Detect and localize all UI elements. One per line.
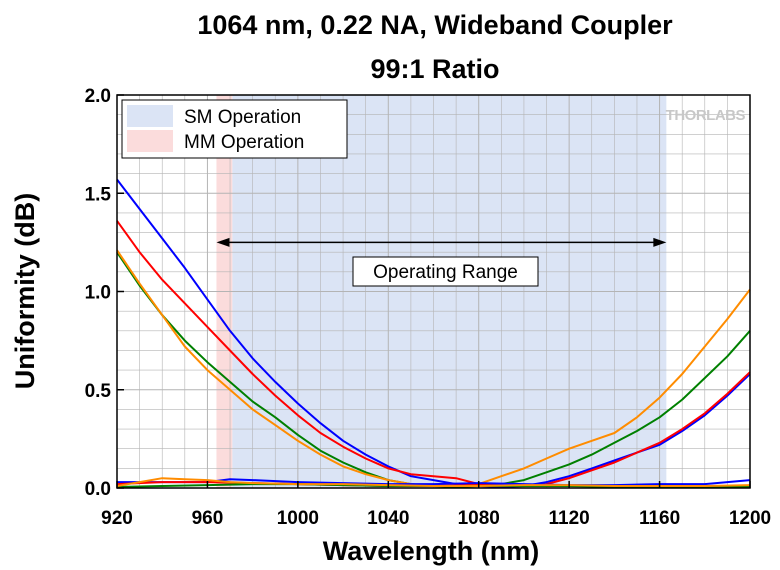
y-tick-label: 0.0 <box>85 479 111 500</box>
series-line-2 <box>116 220 751 487</box>
operating-range-arrowhead-left <box>216 237 230 247</box>
legend-label-2: MM Operation <box>184 132 304 153</box>
chart-title-line1: 1064 nm, 0.22 NA, Wideband Coupler <box>197 10 673 40</box>
y-tick-label: 1.0 <box>85 283 111 304</box>
legend-swatch-2 <box>127 130 173 152</box>
y-tick-label: 0.5 <box>85 381 112 402</box>
operating-range-label: Operating Range <box>373 262 518 283</box>
y-tick-label: 1.5 <box>85 184 112 205</box>
x-tick-label: 1080 <box>458 508 500 529</box>
x-tick-label: 1160 <box>639 508 680 529</box>
plot-area: Operating Range SM Operation MM Operation 9… <box>85 86 772 529</box>
thorlabs-logo: THORLABS <box>666 107 746 124</box>
operating-range-box <box>352 256 539 287</box>
legend-label-1: SM Operation <box>184 107 301 128</box>
y-tick-label: 2.0 <box>85 86 111 107</box>
x-tick-label: 960 <box>192 508 224 529</box>
legend-swatch-1 <box>127 105 173 127</box>
x-axis-title: Wavelength (nm) <box>323 536 540 566</box>
chart-title-line2: 99:1 Ratio <box>370 54 499 84</box>
x-tick-label: 1200 <box>729 508 771 529</box>
x-tick-label: 1000 <box>277 508 319 529</box>
y-axis-title: Uniformity (dB) <box>10 193 40 389</box>
x-tick-label: 920 <box>101 508 133 529</box>
operating-range-arrowhead-right <box>653 237 667 247</box>
x-tick-label: 1120 <box>549 508 590 529</box>
series-line-8 <box>116 477 751 487</box>
x-tick-label: 1040 <box>367 508 409 529</box>
